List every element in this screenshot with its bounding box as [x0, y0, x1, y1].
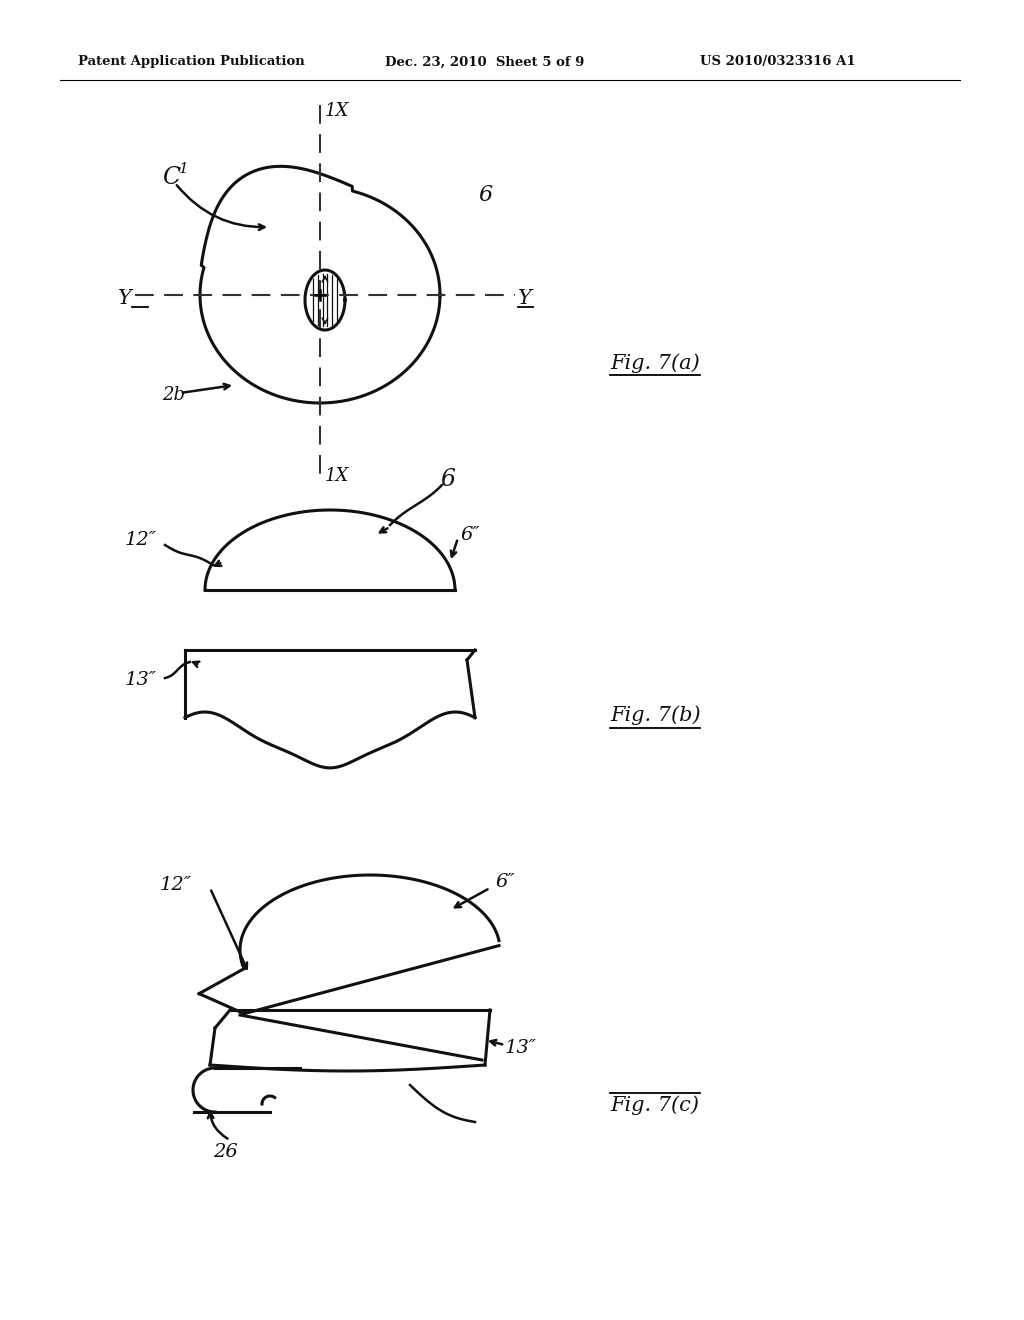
Text: 12″: 12″ [125, 531, 157, 549]
Text: 2b: 2b [162, 385, 185, 404]
Text: 1: 1 [179, 162, 188, 176]
Text: Y: Y [118, 289, 132, 309]
Text: Dec. 23, 2010  Sheet 5 of 9: Dec. 23, 2010 Sheet 5 of 9 [385, 55, 585, 69]
Text: 6: 6 [478, 183, 493, 206]
Text: 6″: 6″ [495, 873, 515, 891]
Text: 12″: 12″ [160, 876, 193, 894]
Text: US 2010/0323316 A1: US 2010/0323316 A1 [700, 55, 856, 69]
Text: Patent Application Publication: Patent Application Publication [78, 55, 305, 69]
Text: 13″: 13″ [125, 671, 157, 689]
Text: 6: 6 [440, 469, 455, 491]
Text: 1X: 1X [325, 467, 349, 484]
Text: Y: Y [518, 289, 531, 309]
Text: Fig. 7(b): Fig. 7(b) [610, 705, 700, 725]
Text: 6″: 6″ [460, 525, 479, 544]
Text: Fig. 7(a): Fig. 7(a) [610, 354, 699, 372]
Text: Fig. 7(c): Fig. 7(c) [610, 1096, 699, 1115]
Text: 1X: 1X [325, 102, 349, 120]
Text: 26: 26 [213, 1143, 238, 1162]
Text: C: C [162, 165, 180, 189]
Text: 13″: 13″ [505, 1039, 537, 1057]
